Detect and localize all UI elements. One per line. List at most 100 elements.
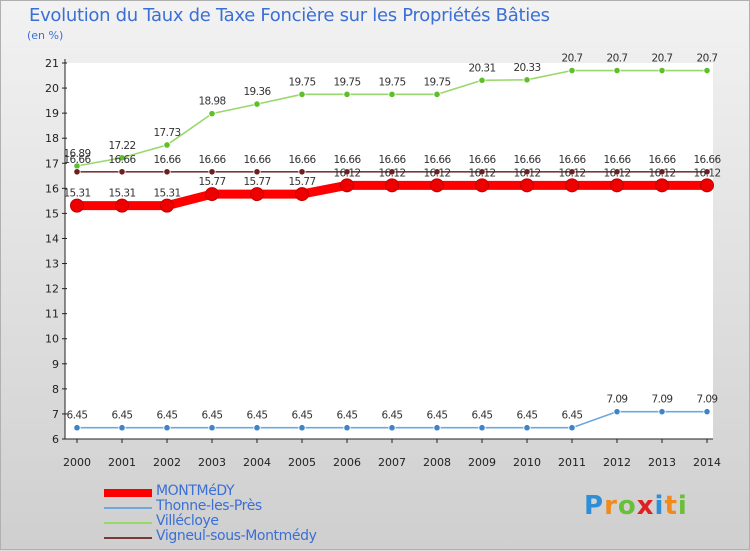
y-tick-label: 9: [52, 358, 59, 371]
data-point: [568, 424, 576, 432]
chart-title: Evolution du Taux de Taxe Foncière sur l…: [29, 5, 550, 26]
data-label: 15.31: [153, 188, 180, 200]
data-label: 7.09: [652, 394, 673, 406]
data-label: 6.45: [157, 410, 178, 422]
x-tick-label: 2009: [468, 456, 496, 469]
data-label: 18.98: [198, 96, 225, 108]
data-point: [523, 168, 531, 176]
data-label: 16.66: [693, 154, 721, 166]
data-point: [295, 187, 309, 202]
legend-swatch-villecloye: [104, 522, 152, 524]
y-tick-label: 13: [45, 258, 59, 271]
data-point: [523, 76, 531, 84]
data-label: 16.12: [423, 167, 450, 179]
y-tick-label: 15: [45, 207, 59, 220]
x-tick-label: 2004: [243, 456, 271, 469]
data-point: [118, 168, 126, 176]
data-point: [703, 408, 711, 416]
data-label: 19.75: [333, 76, 360, 88]
legend-label: Villécloye: [156, 513, 219, 529]
data-point: [700, 178, 714, 193]
x-tick-label: 2005: [288, 456, 316, 469]
data-label: 20.31: [468, 62, 495, 74]
data-point: [433, 90, 441, 98]
data-point: [205, 187, 219, 202]
data-point: [115, 198, 129, 213]
legend-item: Vigneul-sous-Montmédy: [104, 528, 404, 545]
data-label: 7.09: [607, 394, 628, 406]
data-label: 16.12: [603, 167, 630, 179]
data-label: 16.66: [378, 154, 406, 166]
y-tick-label: 7: [52, 408, 59, 421]
logo-letter: o: [617, 491, 637, 521]
data-point: [253, 168, 261, 176]
data-label: 6.45: [292, 410, 313, 422]
legend-item: Thonne-les-Près: [104, 498, 404, 515]
legend: MONTMéDY Thonne-les-Près Villécloye Vign…: [104, 483, 404, 545]
data-point: [163, 168, 171, 176]
logo-letter: i: [654, 491, 665, 521]
data-point: [478, 424, 486, 432]
legend-swatch-montmedy: [104, 489, 152, 497]
x-tick-label: 2007: [378, 456, 406, 469]
data-point: [703, 168, 711, 176]
data-label: 20.7: [697, 53, 718, 65]
data-label: 6.45: [517, 410, 538, 422]
data-label: 16.89: [63, 148, 90, 160]
data-point: [118, 424, 126, 432]
data-label: 16.66: [198, 154, 226, 166]
data-label: 20.7: [562, 53, 583, 65]
data-label: 7.09: [697, 394, 718, 406]
x-tick-label: 2012: [603, 456, 631, 469]
data-point: [703, 66, 711, 75]
data-point: [523, 424, 531, 432]
logo-letter: P: [584, 491, 605, 521]
data-label: 6.45: [382, 410, 403, 422]
data-point: [388, 168, 396, 176]
data-point: [610, 178, 624, 193]
data-label: 16.66: [333, 154, 361, 166]
data-label: 15.31: [63, 188, 90, 200]
data-point: [298, 90, 306, 98]
data-point: [163, 141, 171, 149]
x-tick-label: 2003: [198, 456, 226, 469]
data-point: [565, 178, 579, 193]
data-point: [613, 168, 621, 176]
data-label: 17.73: [153, 127, 180, 139]
x-tick-label: 2010: [513, 456, 541, 469]
data-label: 6.45: [112, 410, 133, 422]
data-label: 15.31: [108, 188, 135, 200]
data-label: 6.45: [337, 410, 358, 422]
y-tick-label: 16: [45, 182, 59, 195]
y-tick-label: 10: [45, 333, 59, 346]
data-point: [118, 154, 126, 162]
data-label: 16.66: [288, 154, 316, 166]
x-tick-label: 2013: [648, 456, 676, 469]
y-tick-label: 19: [45, 107, 59, 120]
x-tick-label: 2002: [153, 456, 181, 469]
legend-item: MONTMéDY: [104, 483, 404, 500]
y-tick-label: 20: [45, 82, 59, 95]
legend-item: Villécloye: [104, 513, 404, 530]
data-label: 16.12: [648, 167, 675, 179]
logo-letter: r: [604, 491, 618, 521]
legend-label: Thonne-les-Près: [156, 498, 262, 514]
data-point: [253, 100, 261, 108]
data-point: [250, 187, 264, 202]
data-point: [655, 178, 669, 193]
data-point: [340, 178, 354, 193]
data-label: 6.45: [202, 410, 223, 422]
x-tick-label: 2008: [423, 456, 451, 469]
legend-label: MONTMéDY: [156, 483, 235, 499]
data-point: [343, 168, 351, 176]
data-point: [520, 178, 534, 193]
data-point: [298, 424, 306, 432]
data-point: [208, 424, 216, 432]
data-point: [658, 66, 666, 75]
proxiti-logo: Proxiti: [584, 491, 688, 521]
y-tick-label: 14: [45, 232, 59, 245]
y-tick-label: 11: [45, 308, 59, 321]
data-label: 6.45: [562, 410, 583, 422]
data-label: 16.66: [108, 154, 136, 166]
